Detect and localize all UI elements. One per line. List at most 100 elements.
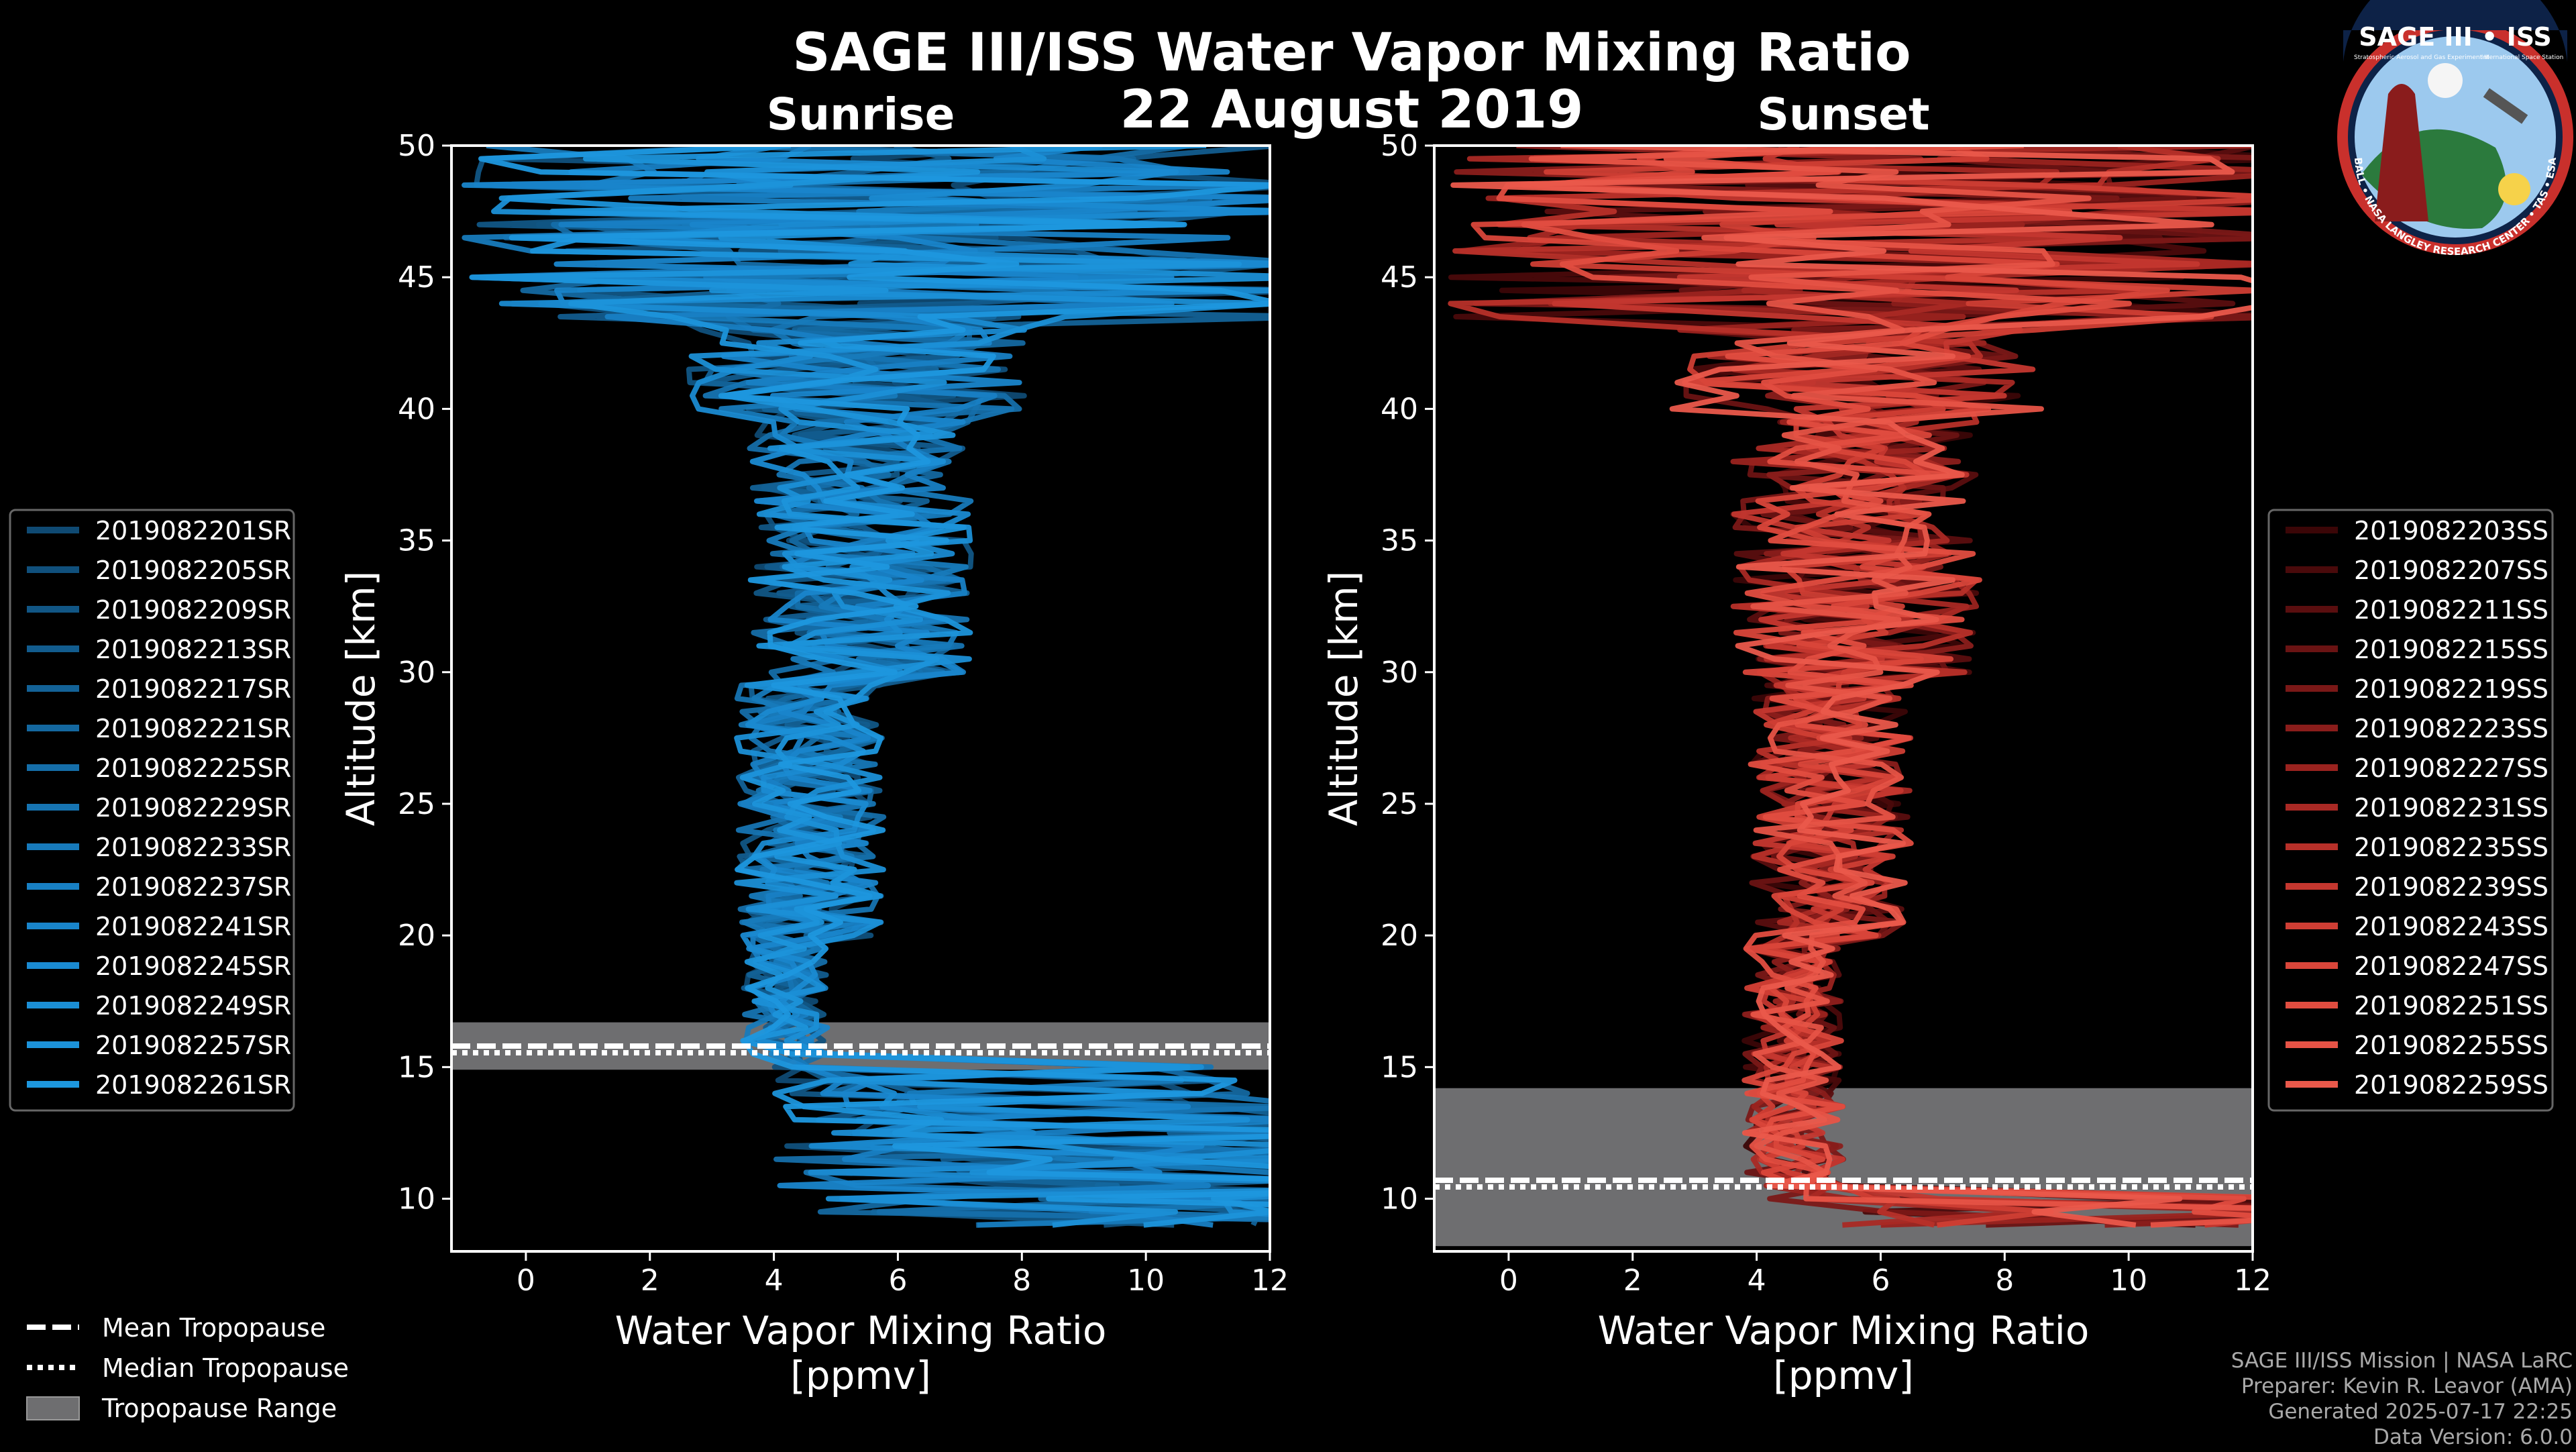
x-tick-label: 10: [2110, 1263, 2147, 1298]
legend-label: 2019082217SR: [95, 674, 291, 704]
x-tick-label: 4: [1748, 1263, 1766, 1298]
y-tick-label: 25: [1381, 787, 1418, 821]
plot-frame-sunset: [1433, 144, 2254, 1253]
x-axis-units-sunrise: [ppmv]: [790, 1353, 931, 1398]
legend-label: 2019082205SR: [95, 556, 291, 585]
panel-sunrise: 0 2 4 6 8 10 12 10 15 20 25 30 35 40 45 50 Altitude [km…: [338, 129, 1289, 1398]
y-tick-label: 15: [398, 1050, 435, 1084]
panel-title-sunset: Sunset: [1757, 89, 1929, 140]
y-tick-label: 20: [1381, 919, 1418, 953]
x-tick-label: 10: [1127, 1263, 1165, 1298]
legend-label: 2019082255SS: [2354, 1031, 2548, 1060]
legend-label: 2019082215SS: [2354, 635, 2548, 664]
x-tick-label: 6: [1871, 1263, 1890, 1298]
mission-logo: SAGE III • ISS Stratospheric Aerosol and…: [2337, 0, 2573, 258]
legend-item-mean-tropopause: Mean Tropopause: [27, 1313, 325, 1343]
panel-sunset: 0 2 4 6 8 10 12 10 15 20 25 30 35 40 45 50 Altitude [km…: [1321, 129, 2271, 1398]
y-tick-label: 35: [1381, 524, 1418, 558]
credit-preparer: Preparer: Kevin R. Leavor (AMA): [2241, 1374, 2573, 1398]
plot-frame-sunrise: [450, 144, 1271, 1253]
credit-generated: Generated 2025-07-17 22:25: [2268, 1400, 2573, 1424]
y-tick-label: 45: [1381, 260, 1418, 295]
legend-sunrise: 2019082201SR 2019082205SR 2019082209SR 2019…: [9, 509, 295, 1112]
legend-label: 2019082203SS: [2354, 516, 2548, 546]
legend-label: 2019082245SR: [95, 951, 291, 981]
y-tick-label: 45: [398, 260, 435, 295]
x-tick-label: 8: [1995, 1263, 2014, 1298]
legend-item-tropopause-range: Tropopause Range: [26, 1394, 337, 1423]
y-tick-label: 10: [398, 1182, 435, 1216]
legend-label: 2019082231SS: [2354, 793, 2548, 823]
legend-label: 2019082235SS: [2354, 833, 2548, 862]
y-tick-label: 15: [1381, 1050, 1418, 1084]
x-tick-label: 2: [641, 1263, 659, 1298]
figure-graphic: [2375, 84, 2428, 221]
profile-line: [1450, 146, 2253, 1228]
legend-sunset: 2019082203SS 2019082207SS 2019082211SS 2019…: [2267, 509, 2554, 1112]
logo-subtitle-right: International Space Station: [2481, 54, 2564, 61]
legend-label: 2019082259SS: [2354, 1070, 2548, 1100]
legend-label-median-tropopause: Median Tropopause: [102, 1353, 349, 1383]
legend-label: 2019082261SR: [95, 1070, 291, 1100]
x-axis-units-sunset: [ppmv]: [1773, 1353, 1914, 1398]
panel-title-sunrise: Sunrise: [767, 89, 955, 140]
legend-label: 2019082221SR: [95, 714, 291, 743]
x-tick-label: 8: [1012, 1263, 1031, 1298]
profile-line: [1528, 146, 2253, 1228]
y-tick-label: 50: [1381, 129, 1418, 163]
x-tick-label: 12: [2234, 1263, 2271, 1298]
y-tick-label: 20: [398, 919, 435, 953]
credit-data-version: Data Version: 6.0.0: [2373, 1425, 2573, 1449]
x-tick-label: 12: [1251, 1263, 1289, 1298]
x-axis-label-sunrise: Water Vapor Mixing Ratio: [615, 1308, 1107, 1353]
legend-label: 2019082207SS: [2354, 556, 2548, 585]
legend-item-median-tropopause: Median Tropopause: [27, 1353, 349, 1383]
figure-title: SAGE III/ISS Water Vapor Mixing Ratio: [792, 23, 1911, 83]
legend-label: 2019082233SR: [95, 833, 291, 862]
legend-label: 2019082247SS: [2354, 951, 2548, 981]
profile-line: [485, 146, 1270, 1217]
legend-label: 2019082211SS: [2354, 595, 2548, 625]
y-tick-label: 10: [1381, 1182, 1418, 1216]
legend-label: 2019082249SR: [95, 991, 291, 1021]
legend-label: 2019082239SS: [2354, 872, 2548, 902]
legend-label: 2019082257SR: [95, 1031, 291, 1060]
credits: SAGE III/ISS Mission | NASA LaRC Prepare…: [2231, 1349, 2573, 1449]
logo-subtitle-left: Stratospheric Aerosol and Gas Experiment…: [2354, 54, 2489, 61]
y-tick-label: 50: [398, 129, 435, 163]
y-tick-label: 25: [398, 787, 435, 821]
y-tick-label: 35: [398, 524, 435, 558]
legend-label: 2019082225SR: [95, 754, 291, 783]
y-tick-label: 30: [1381, 656, 1418, 690]
legend-label: 2019082243SS: [2354, 912, 2548, 941]
x-tick-label: 4: [765, 1263, 784, 1298]
x-tick-label: 2: [1623, 1263, 1642, 1298]
legend-label: 2019082237SR: [95, 872, 291, 902]
tropopause-legend: Mean Tropopause Median Tropopause Tropop…: [26, 1313, 349, 1423]
y-tick-label: 40: [1381, 392, 1418, 426]
legend-label: 2019082209SR: [95, 595, 291, 625]
y-axis-label-sunset: Altitude [km]: [1321, 571, 1366, 826]
legend-label: 2019082229SR: [95, 793, 291, 823]
legend-label: 2019082201SR: [95, 516, 291, 546]
figure-date: 22 August 2019: [1120, 80, 1584, 140]
legend-label-mean-tropopause: Mean Tropopause: [102, 1313, 325, 1343]
legend-label: 2019082223SS: [2354, 714, 2548, 743]
iss-icon: [2483, 88, 2528, 124]
x-tick-label: 6: [888, 1263, 907, 1298]
credit-mission: SAGE III/ISS Mission | NASA LaRC: [2231, 1349, 2573, 1373]
x-tick-label: 0: [517, 1263, 535, 1298]
x-tick-label: 0: [1499, 1263, 1518, 1298]
y-axis-label-sunrise: Altitude [km]: [338, 571, 384, 826]
x-axis-label-sunset: Water Vapor Mixing Ratio: [1598, 1308, 2090, 1353]
legend-label: 2019082227SS: [2354, 754, 2548, 783]
moon-icon: [2428, 63, 2463, 98]
y-tick-label: 40: [398, 392, 435, 426]
legend-label: 2019082213SR: [95, 635, 291, 664]
sun-icon: [2498, 173, 2530, 205]
legend-label: 2019082241SR: [95, 912, 291, 941]
y-tick-label: 30: [398, 656, 435, 690]
logo-title: SAGE III • ISS: [2359, 22, 2552, 52]
legend-label-tropopause-range: Tropopause Range: [101, 1394, 337, 1423]
